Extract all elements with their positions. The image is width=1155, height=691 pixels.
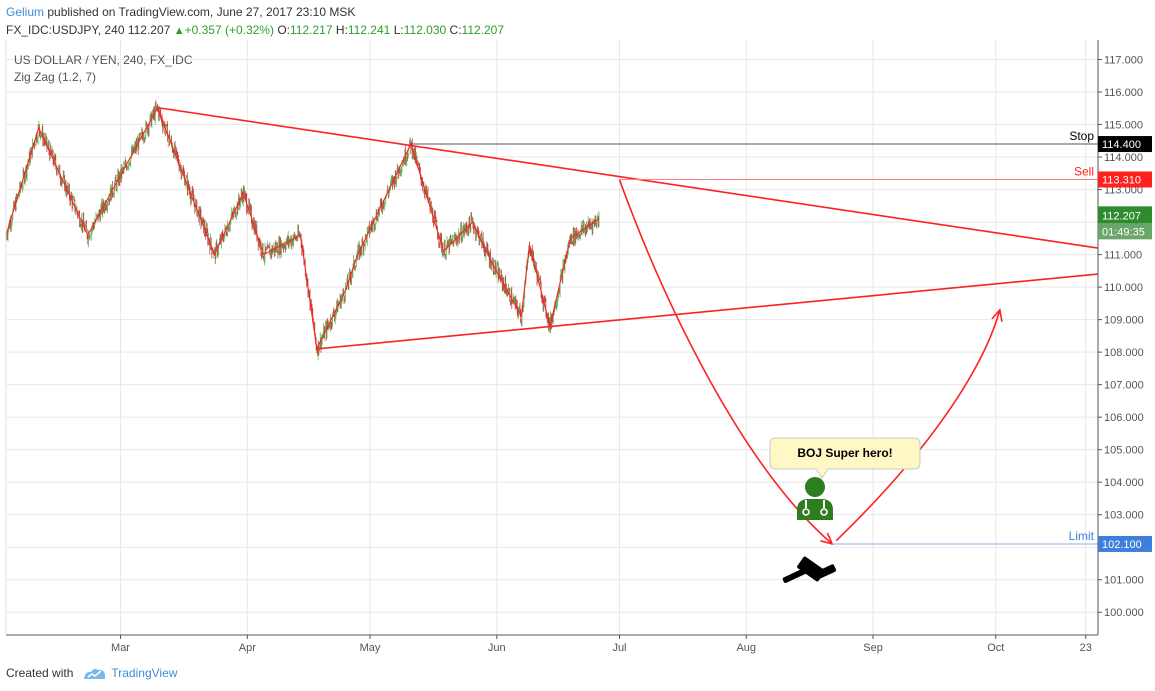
high-label: H: (335, 23, 348, 37)
gavel-icon (782, 556, 837, 583)
publisher-name[interactable]: Gelium (6, 5, 45, 19)
ohlc-line: FX_IDC:USDJPY, 240 112.207 ▲+0.357 (+0.3… (6, 21, 504, 40)
up-arrow-icon: ▲ (173, 25, 185, 37)
annotations[interactable]: BOJ Super hero! (769, 437, 921, 584)
low-label: L: (393, 23, 404, 37)
x-tick-label: Sep (863, 642, 883, 654)
x-tick-label: May (360, 642, 381, 654)
sell-level-label: Sell (1074, 164, 1094, 178)
tradingview-brand[interactable]: TradingView (111, 666, 178, 680)
upper-trendline[interactable] (157, 106, 1099, 249)
tradingview-logo-icon (84, 668, 106, 679)
y-tick-label: 107.000 (1104, 380, 1144, 392)
x-tick-label: 23 (1080, 642, 1092, 654)
axes: 117.000116.000115.000114.000113.000112.0… (5, 40, 1144, 654)
symbol-label: FX_IDC:USDJPY, 240 (6, 23, 125, 37)
y-tick-label: 108.000 (1104, 347, 1144, 359)
y-tick-label: 103.000 (1104, 510, 1144, 522)
bar-timer-text: 01:49:35 (1102, 226, 1145, 238)
y-tick-label: 101.000 (1104, 575, 1144, 587)
footer: Created with TradingView (6, 664, 177, 682)
series-title: US DOLLAR / YEN, 240, FX_IDC (14, 53, 193, 67)
projection-down-curve[interactable] (618, 179, 833, 545)
x-tick-label: Jun (488, 642, 506, 654)
grid (6, 40, 1098, 635)
y-tick-label: 104.000 (1104, 477, 1144, 489)
y-tick-label: 106.000 (1104, 412, 1144, 424)
y-tick-label: 114.000 (1104, 152, 1143, 164)
last-price-tag (1098, 206, 1152, 224)
limit-level-label: Limit (1069, 529, 1095, 543)
x-tick-label: Mar (111, 642, 130, 654)
high-value: 112.241 (347, 23, 391, 37)
speech-text: BOJ Super hero! (797, 446, 892, 460)
speech-bubble[interactable]: BOJ Super hero! (769, 437, 921, 479)
y-tick-label: 113.000 (1104, 185, 1143, 197)
price-bars (5, 100, 600, 361)
y-tick-label: 105.000 (1104, 445, 1144, 457)
lower-trendline[interactable] (316, 273, 1099, 350)
drawings[interactable]: Stop Sell Limit (5, 106, 1099, 546)
bar-timer-tag (1098, 223, 1152, 240)
sell-price-tag (1098, 171, 1152, 188)
x-tick-label: Oct (987, 642, 1004, 654)
x-tick-label: Aug (736, 642, 756, 654)
projection-up-arrowhead[interactable] (991, 308, 1003, 322)
last-price-tag-text: 112.207 (1102, 210, 1141, 222)
projection-up-curve[interactable] (835, 309, 1001, 542)
limit-price-tag (1098, 535, 1152, 552)
low-value: 112.030 (403, 23, 447, 37)
zigzag-line[interactable] (5, 106, 600, 351)
published-text: published on TradingView.com, June 27, 2… (47, 5, 356, 19)
last-price: 112.207 (127, 23, 171, 37)
change-value: +0.357 (+0.32%) (184, 23, 274, 37)
sell-price-tag-text: 113.310 (1102, 174, 1141, 186)
publisher-line: Gelium published on TradingView.com, Jun… (6, 3, 504, 21)
doctor-icon (797, 477, 833, 520)
y-tick-label: 111.000 (1104, 250, 1142, 262)
price-tags: 114.400 113.310 102.100 112.207 01:49:35 (1098, 136, 1152, 552)
limit-price-tag-text: 102.100 (1102, 539, 1142, 551)
indicator-label: Zig Zag (1.2, 7) (14, 70, 97, 84)
close-label: C: (449, 23, 462, 37)
chart-header: Gelium published on TradingView.com, Jun… (6, 3, 504, 40)
y-tick-label: 110.000 (1104, 282, 1143, 294)
chart-legend: US DOLLAR / YEN, 240, FX_IDC Zig Zag (1.… (14, 52, 193, 86)
stop-price-tag-text: 114.400 (1102, 139, 1141, 151)
y-tick-label: 109.000 (1104, 315, 1144, 327)
stop-price-tag (1098, 136, 1152, 153)
open-label: O: (277, 23, 290, 37)
created-with-text: Created with (6, 666, 74, 680)
y-tick-label: 116.000 (1104, 87, 1143, 99)
x-tick-label: Apr (239, 642, 256, 654)
y-tick-label: 100.000 (1104, 607, 1144, 619)
close-value: 112.207 (461, 23, 505, 37)
stop-level-label: Stop (1069, 129, 1094, 143)
open-value: 112.217 (290, 23, 333, 37)
x-tick-label: Jul (612, 642, 626, 654)
y-tick-label: 117.000 (1104, 55, 1143, 67)
y-tick-label: 115.000 (1104, 120, 1143, 132)
